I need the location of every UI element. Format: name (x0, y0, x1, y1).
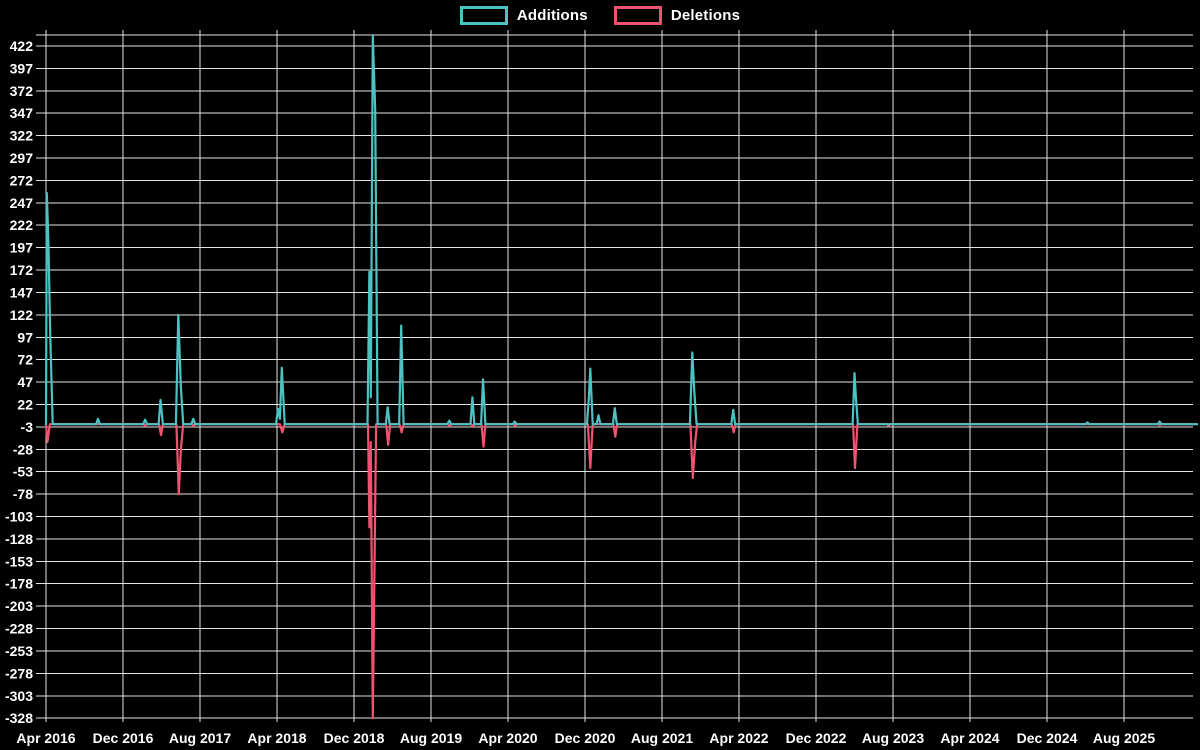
series-line-deletions (44, 423, 1199, 720)
y-axis-tick-label: 22 (17, 396, 33, 412)
legend-label-additions: Additions (516, 7, 588, 24)
y-axis-tick-label: -328 (5, 710, 33, 726)
y-axis-tick-label: 72 (17, 352, 33, 368)
y-axis-tick-label: -278 (5, 665, 33, 681)
y-axis-tick-label: -53 (13, 464, 33, 480)
x-axis-tick-label: Apr 2024 (940, 730, 999, 746)
y-axis-tick-label: 172 (10, 262, 34, 278)
x-axis-tick-label: Aug 2017 (169, 730, 231, 746)
x-axis-tick-label: Dec 2018 (324, 730, 385, 746)
x-axis-tick-label: Aug 2019 (400, 730, 462, 746)
y-axis-tick-label: 47 (17, 374, 33, 390)
y-axis-tick-label: 297 (10, 150, 34, 166)
y-axis-tick-label: 272 (10, 172, 34, 188)
y-axis-tick-label: -203 (5, 598, 33, 614)
y-axis-tick-label: -28 (13, 441, 33, 457)
y-axis-tick-label: 247 (10, 195, 34, 211)
x-axis-tick-label: Dec 2016 (93, 730, 154, 746)
legend-label-deletions: Deletions (670, 7, 741, 24)
y-axis-tick-label: 347 (10, 105, 34, 121)
y-axis-tick-label: -178 (5, 576, 33, 592)
y-axis-tick-label: -253 (5, 643, 33, 659)
y-axis-tick-label: 397 (10, 60, 34, 76)
legend-item-additions[interactable]: Additions (459, 6, 588, 25)
x-axis-tick-label: Aug 2025 (1093, 730, 1155, 746)
y-axis-tick-label: 322 (10, 128, 34, 144)
x-axis-tick-label: Apr 2018 (247, 730, 306, 746)
y-axis-tick-label: -3 (21, 419, 34, 435)
x-axis-tick-label: Dec 2024 (1017, 730, 1078, 746)
x-axis-tick-label: Apr 2016 (16, 730, 75, 746)
y-axis-tick-label: 422 (10, 38, 34, 54)
y-axis-tick-label: 372 (10, 83, 34, 99)
x-axis-tick-label: Dec 2022 (786, 730, 847, 746)
y-axis-tick-label: -303 (5, 688, 33, 704)
x-axis-tick-label: Apr 2020 (478, 730, 537, 746)
y-axis-tick-label: -228 (5, 621, 33, 637)
y-axis-tick-label: 197 (10, 240, 34, 256)
y-axis-tick-label: 97 (17, 329, 33, 345)
y-axis-tick-label: -128 (5, 531, 33, 547)
legend-item-deletions[interactable]: Deletions (613, 6, 741, 25)
additions-swatch-icon (459, 6, 508, 25)
x-axis-tick-label: Dec 2020 (555, 730, 616, 746)
series-line-additions (44, 34, 1199, 426)
deletions-swatch-icon (613, 6, 662, 25)
chart-legend: Additions Deletions (0, 6, 1200, 25)
x-axis-tick-label: Aug 2023 (862, 730, 924, 746)
y-axis-tick-label: 122 (10, 307, 34, 323)
y-axis-tick-label: 147 (10, 284, 34, 300)
x-axis-tick-label: Apr 2022 (709, 730, 768, 746)
y-axis-tick-label: -103 (5, 509, 33, 525)
x-axis-tick-label: Aug 2021 (631, 730, 693, 746)
y-axis-tick-label: 222 (10, 217, 34, 233)
y-axis-tick-label: -153 (5, 553, 33, 569)
y-axis-tick-label: -78 (13, 486, 33, 502)
